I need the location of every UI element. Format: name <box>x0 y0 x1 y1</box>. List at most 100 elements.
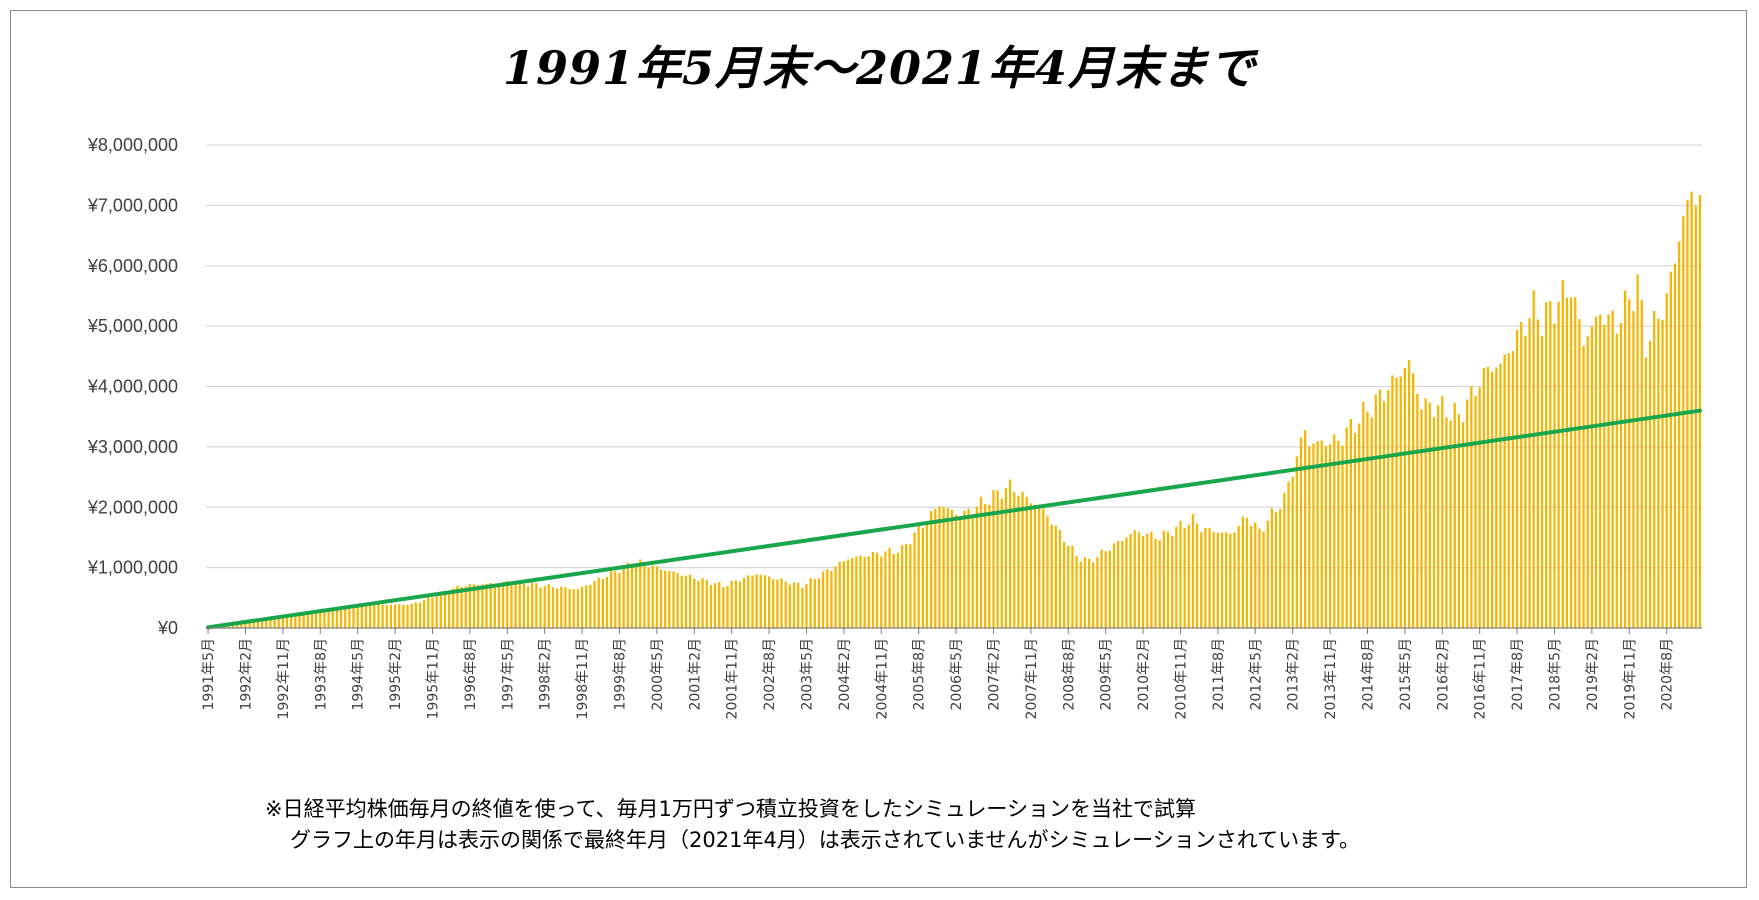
bar <box>1121 540 1124 628</box>
bar <box>364 604 368 628</box>
x-tick-label: 2005年8月 <box>912 638 928 711</box>
bar <box>1557 301 1560 628</box>
bar <box>780 578 783 628</box>
bar <box>1000 498 1003 628</box>
bar <box>298 613 301 628</box>
bar <box>630 566 634 628</box>
x-tick-label: 2016年2月 <box>1435 638 1451 711</box>
x-tick-label: 2015年5月 <box>1398 638 1414 711</box>
bar <box>277 617 280 628</box>
bar <box>1615 333 1618 628</box>
bar <box>855 556 858 628</box>
x-tick-label: 1997年5月 <box>500 638 516 711</box>
bar <box>398 604 401 628</box>
bar <box>913 532 916 628</box>
x-tick-label: 2007年11月 <box>1024 638 1040 719</box>
bar <box>585 585 588 628</box>
bar <box>256 619 260 628</box>
bar <box>1665 293 1668 628</box>
bar <box>314 611 318 628</box>
bar <box>888 547 891 628</box>
bar <box>1553 323 1556 628</box>
bar <box>1108 550 1111 628</box>
bar <box>1021 491 1024 628</box>
x-tick-label: 1995年11月 <box>425 638 441 719</box>
bar <box>439 591 442 628</box>
bar <box>942 507 945 628</box>
bar <box>294 614 297 628</box>
x-tick-label: 1991年5月 <box>201 638 217 711</box>
bar <box>1233 532 1236 628</box>
bar <box>1474 396 1477 628</box>
x-tick-label: 2013年2月 <box>1286 638 1302 711</box>
x-tick-label: 2019年11月 <box>1622 638 1638 719</box>
bar <box>1129 533 1132 628</box>
bar <box>493 583 496 628</box>
bar <box>506 581 509 628</box>
bar <box>846 559 850 628</box>
bar <box>984 504 987 628</box>
bar <box>1025 496 1028 628</box>
bar <box>1416 393 1419 628</box>
bar <box>1353 433 1357 628</box>
bar <box>954 515 958 628</box>
bar <box>485 583 488 628</box>
bar <box>688 574 692 628</box>
bar <box>560 586 563 628</box>
bar <box>597 577 600 628</box>
bar <box>959 519 962 628</box>
bar <box>472 584 476 628</box>
x-tick-label: 2010年11月 <box>1173 638 1189 719</box>
bar <box>252 620 255 628</box>
bar <box>1254 522 1257 628</box>
bar <box>668 570 671 628</box>
y-tick-label: ¥4,000,000 <box>87 377 178 397</box>
bar <box>406 605 409 628</box>
y-tick-label: ¥5,000,000 <box>87 316 178 336</box>
bar <box>664 570 667 628</box>
x-tick-label: 2013年11月 <box>1323 638 1339 719</box>
y-axis-ticks: ¥0 ¥1,000,000 ¥2,000,000 ¥3,000,000 ¥4,000,0… <box>87 135 178 638</box>
bar <box>1549 301 1552 628</box>
bar <box>1324 445 1328 628</box>
bar <box>418 602 422 628</box>
bar <box>826 569 829 628</box>
bar <box>1466 399 1469 628</box>
bar <box>1349 418 1352 628</box>
bar <box>634 563 638 628</box>
bar <box>1503 354 1506 628</box>
bar <box>248 621 251 628</box>
bar <box>1175 526 1178 628</box>
bar <box>813 578 816 628</box>
bar <box>1187 524 1190 628</box>
bar <box>369 605 372 628</box>
bar <box>938 506 941 628</box>
cumulative-investment-line <box>206 408 1702 630</box>
bar <box>1237 525 1240 628</box>
x-tick-label: 1992年11月 <box>276 638 292 719</box>
bar <box>1482 368 1485 628</box>
bar <box>1628 299 1631 628</box>
bar <box>896 552 900 628</box>
bar <box>589 584 592 628</box>
bar <box>1449 420 1452 628</box>
bar <box>605 577 609 628</box>
bar <box>568 589 571 628</box>
chart-title: 1991年5月末〜2021年4月末まで <box>502 41 1257 95</box>
x-tick-label: 1992年2月 <box>238 638 254 711</box>
bar <box>1258 528 1261 628</box>
bar <box>1486 366 1490 628</box>
bar <box>510 584 513 628</box>
bar <box>1582 345 1585 628</box>
bar <box>244 621 247 628</box>
bar <box>1507 353 1510 628</box>
bar <box>1320 440 1323 628</box>
bar <box>1382 401 1386 628</box>
bar <box>767 576 771 628</box>
bar <box>518 580 521 628</box>
bar <box>1183 527 1186 628</box>
bar <box>335 607 339 628</box>
bar <box>1204 528 1207 628</box>
bar <box>1528 318 1531 628</box>
bar <box>1158 540 1161 628</box>
